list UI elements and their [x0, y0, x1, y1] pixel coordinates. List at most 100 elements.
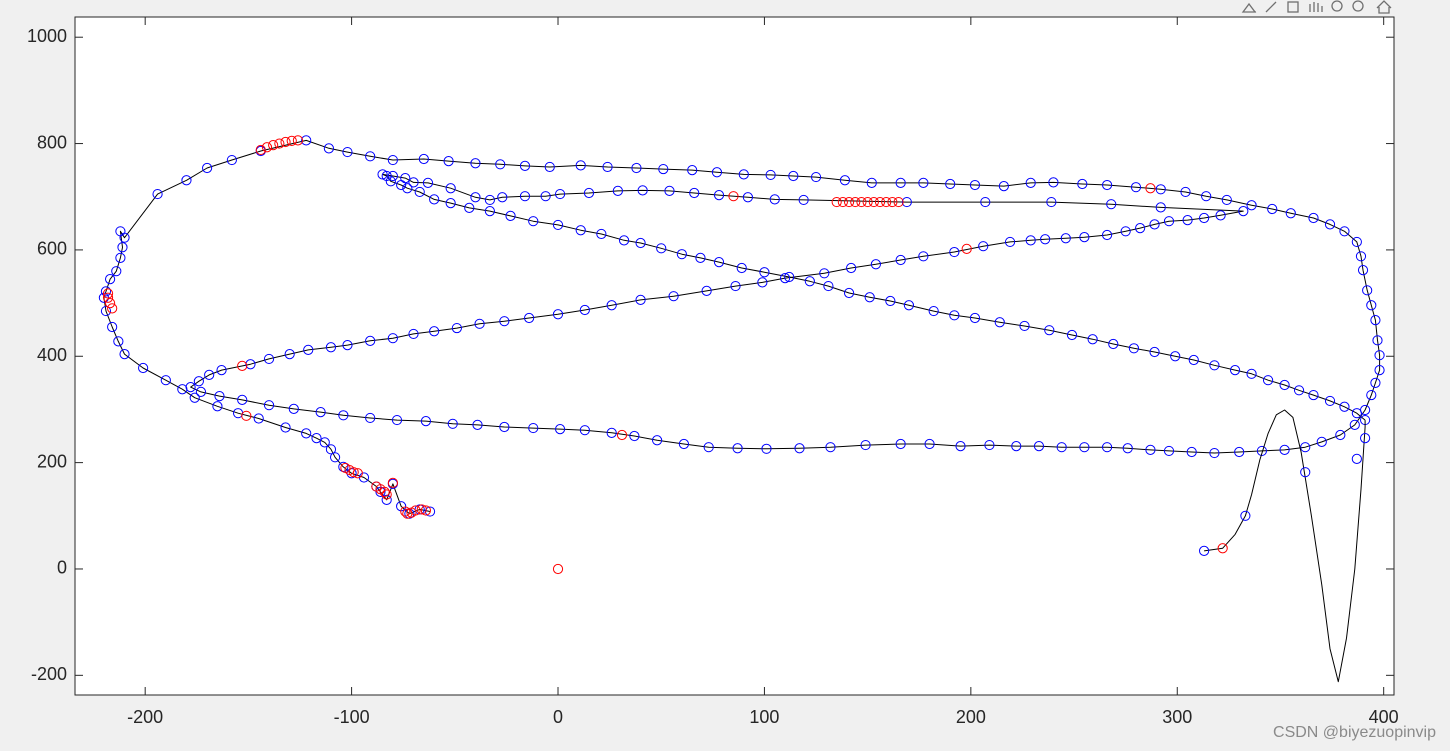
point-marker — [408, 328, 419, 340]
point-marker — [612, 185, 623, 196]
point-marker — [860, 439, 871, 451]
point-marker — [994, 317, 1005, 328]
point-marker — [1229, 364, 1241, 376]
point-marker — [100, 286, 112, 297]
point-marker — [843, 287, 855, 299]
point-marker — [424, 506, 436, 517]
point-marker — [1077, 178, 1088, 190]
point-marker — [728, 191, 739, 202]
point-marker — [1122, 443, 1133, 454]
point-marker — [732, 443, 743, 454]
watermark: CSDN @biyezuopinvip — [1273, 724, 1436, 741]
point-marker — [342, 146, 353, 158]
point-marker — [1201, 191, 1212, 202]
point-marker — [695, 252, 706, 263]
point-marker — [1135, 223, 1146, 234]
point-marker — [668, 291, 679, 302]
point-marker — [204, 369, 215, 380]
point-marker — [579, 304, 590, 316]
point-marker — [1170, 351, 1181, 362]
point-marker — [713, 257, 725, 268]
axes-toolbar[interactable] — [1241, 0, 1392, 14]
point-marker — [216, 364, 227, 376]
point-marker — [1048, 177, 1059, 188]
point-marker — [544, 161, 555, 173]
point-marker — [416, 504, 427, 515]
point-marker — [1046, 196, 1057, 208]
point-marker — [263, 353, 275, 365]
point-marker — [474, 318, 485, 329]
point-marker — [1128, 343, 1140, 354]
point-marker — [1066, 329, 1078, 341]
point-marker — [1308, 389, 1319, 401]
point-marker — [408, 177, 419, 188]
point-marker — [237, 394, 248, 405]
point-marker — [885, 295, 896, 307]
trajectory-line — [103, 139, 1381, 515]
point-marker — [117, 242, 128, 253]
point-marker — [268, 140, 279, 151]
point-marker — [1360, 433, 1371, 444]
point-marker — [846, 262, 857, 274]
point-marker — [470, 192, 481, 203]
point-marker — [381, 489, 392, 500]
point-marker — [969, 312, 981, 324]
toolbar-pan[interactable] — [1309, 2, 1323, 12]
point-marker — [1108, 338, 1119, 350]
point-marker — [540, 191, 551, 202]
point-marker — [152, 188, 163, 200]
point-marker — [113, 336, 124, 347]
point-marker — [111, 266, 122, 277]
point-marker — [418, 153, 429, 165]
point-marker — [961, 243, 972, 254]
point-marker — [119, 232, 130, 243]
point-marker — [984, 439, 995, 451]
point-marker — [635, 237, 646, 249]
toolbar-brush[interactable] — [1265, 1, 1277, 13]
point-marker — [583, 187, 595, 199]
point-marker — [1163, 216, 1175, 227]
point-marker — [429, 194, 440, 205]
point-marker — [528, 216, 539, 227]
x-tick-label: -100 — [334, 707, 370, 727]
y-tick-label: 200 — [37, 451, 67, 471]
point-marker — [606, 427, 617, 438]
toolbar-zoom-in[interactable] — [1331, 0, 1343, 12]
point-marker — [212, 401, 223, 412]
point-marker — [1182, 215, 1193, 226]
point-marker — [631, 162, 642, 174]
point-marker — [788, 170, 799, 182]
point-marker — [338, 461, 349, 472]
point-marker — [1163, 445, 1175, 457]
point-marker — [870, 259, 881, 270]
point-marker — [315, 407, 326, 418]
toolbar-home[interactable] — [1376, 0, 1392, 14]
point-marker — [325, 444, 337, 455]
toolbar-export[interactable] — [1241, 2, 1257, 13]
point-marker — [329, 452, 341, 463]
point-marker — [195, 386, 207, 397]
point-marker — [895, 254, 906, 266]
point-marker — [658, 163, 669, 175]
point-marker — [325, 342, 337, 353]
point-marker — [1262, 375, 1274, 386]
point-marker — [924, 438, 935, 450]
point-marker — [687, 165, 698, 176]
point-marker — [346, 468, 357, 479]
point-marker — [263, 400, 275, 411]
point-marker — [1106, 199, 1117, 210]
point-marker — [301, 428, 312, 439]
toolbar-zoom-out[interactable] — [1352, 0, 1364, 12]
point-marker — [519, 191, 531, 202]
point-marker — [1025, 177, 1036, 189]
point-marker — [552, 563, 564, 575]
point-marker — [945, 178, 956, 190]
point-marker — [342, 339, 353, 351]
point-marker — [524, 312, 535, 324]
point-marker — [286, 135, 297, 147]
point-marker — [761, 443, 772, 454]
point-marker — [864, 292, 875, 303]
toolbar-datatip[interactable] — [1287, 1, 1299, 13]
point-marker — [214, 391, 225, 402]
point-marker — [823, 280, 834, 292]
